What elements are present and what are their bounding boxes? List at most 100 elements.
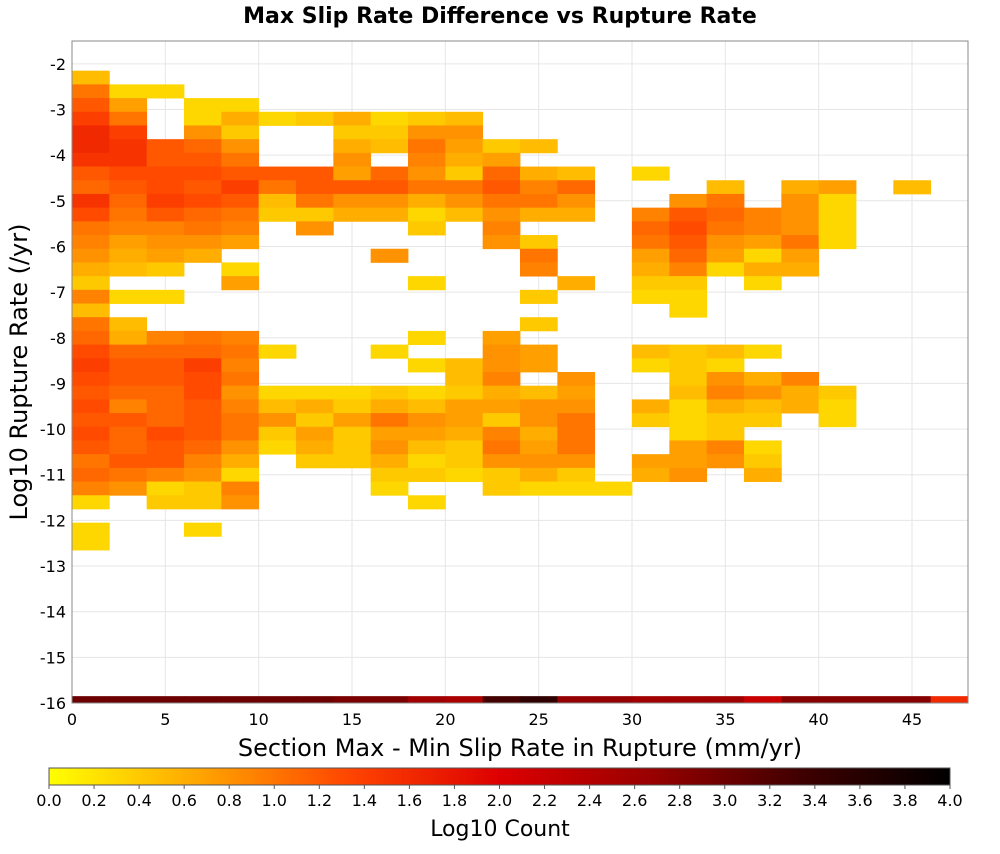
- heatmap-cell: [221, 221, 260, 236]
- colorbar-tick-label: 4.0: [937, 791, 962, 810]
- heatmap-cell: [221, 235, 260, 250]
- heatmap-cell: [632, 467, 670, 482]
- heatmap-cell: [370, 248, 409, 263]
- heatmap-cell: [146, 399, 185, 414]
- heatmap-cell: [818, 235, 857, 250]
- heatmap-cell: [146, 289, 185, 304]
- heatmap-cell: [781, 193, 820, 209]
- colorbar-tick-label: 2.2: [532, 791, 557, 810]
- colorbar-tick-label: 0.8: [216, 791, 241, 810]
- heatmap-cell: [296, 696, 334, 704]
- heatmap-cell: [557, 276, 596, 291]
- heatmap-cell: [445, 125, 484, 140]
- heatmap-cell: [146, 495, 185, 510]
- heatmap-cell: [72, 696, 110, 704]
- heatmap-cell: [669, 413, 708, 428]
- y-tick-label: -3: [50, 100, 66, 119]
- heatmap-cell: [408, 125, 446, 140]
- heatmap-cell: [333, 696, 372, 704]
- heatmap-cell: [221, 139, 260, 154]
- heatmap-cell: [557, 426, 596, 441]
- heatmap-cell: [445, 399, 484, 414]
- heatmap-cell: [258, 344, 297, 359]
- colorbar-tick-label: 2.6: [622, 791, 647, 810]
- heatmap-cell: [632, 235, 670, 250]
- heatmap-cell: [818, 180, 857, 195]
- heatmap-cell: [520, 289, 558, 304]
- heatmap-cell: [781, 372, 820, 387]
- heatmap-cell: [445, 372, 484, 387]
- heatmap-cell: [669, 467, 708, 482]
- heatmap-cell: [333, 440, 372, 455]
- heatmap-cell: [72, 289, 110, 304]
- heatmap-cell: [146, 344, 185, 359]
- heatmap-cell: [445, 467, 484, 482]
- y-tick-label: -13: [40, 557, 66, 576]
- heatmap-cell: [109, 139, 148, 154]
- heatmap-cell: [370, 207, 409, 222]
- heatmap-cell: [818, 221, 857, 236]
- y-tick-label: -9: [50, 374, 66, 393]
- colorbar-tick-label: 0.6: [171, 791, 196, 810]
- heatmap-cell: [445, 440, 484, 455]
- heatmap-cell: [557, 166, 596, 181]
- heatmap-cell: [146, 84, 185, 99]
- heatmap-cell: [146, 248, 185, 263]
- colorbar-tick-label: 3.2: [757, 791, 782, 810]
- heatmap-cell: [818, 207, 857, 222]
- y-tick-label: -16: [40, 694, 66, 713]
- heatmap-cell: [632, 454, 670, 469]
- heatmap-cell: [109, 454, 148, 469]
- heatmap-cell: [370, 344, 409, 359]
- heatmap-cell: [221, 344, 260, 359]
- heatmap-cell: [258, 426, 297, 441]
- x-tick-label: 25: [528, 710, 548, 729]
- heatmap-cell: [333, 454, 372, 469]
- heatmap-cell: [146, 413, 185, 428]
- heatmap-cell: [632, 248, 670, 263]
- heatmap-cell: [781, 248, 820, 263]
- heatmap-cell: [184, 385, 222, 400]
- heatmap-cell: [221, 385, 260, 400]
- heatmap-cell: [146, 358, 185, 373]
- heatmap-cell: [632, 207, 670, 222]
- heatmap-cell: [520, 262, 558, 277]
- heatmap-cell: [109, 696, 148, 704]
- heatmap-cell: [109, 289, 148, 304]
- heatmap-cell: [520, 344, 558, 359]
- heatmap-cell: [146, 166, 185, 181]
- heatmap-cell: [594, 696, 633, 704]
- y-tick-label: -6: [50, 237, 66, 256]
- heatmap-cell: [445, 166, 484, 181]
- colorbar-tick-label: 0.4: [126, 791, 151, 810]
- y-tick-label: -12: [40, 511, 66, 530]
- heatmap-cell: [744, 276, 782, 291]
- heatmap-cell: [296, 193, 334, 209]
- colorbar-tick-label: 0.0: [36, 791, 61, 810]
- heatmap-cell: [333, 125, 372, 140]
- heatmap-cell: [520, 358, 558, 373]
- heatmap-cell: [445, 139, 484, 154]
- heatmap-cell: [781, 235, 820, 250]
- heatmap-cell: [706, 180, 745, 195]
- heatmap-cell: [221, 440, 260, 455]
- heatmap-cell: [445, 180, 484, 195]
- heatmap-cell: [72, 303, 110, 318]
- y-tick-label: -10: [40, 420, 66, 439]
- heatmap-cell: [706, 426, 745, 441]
- heatmap-cell: [482, 330, 521, 346]
- heatmap-cell: [184, 207, 222, 222]
- heatmap-cell: [482, 454, 521, 469]
- heatmap-cell: [370, 481, 409, 496]
- heatmap-cell: [408, 413, 446, 428]
- heatmap-cell: [221, 358, 260, 373]
- x-tick-label: 0: [67, 710, 77, 729]
- heatmap-cell: [296, 440, 334, 455]
- heatmap-cell: [184, 221, 222, 236]
- heatmap-cell: [408, 276, 446, 291]
- heatmap-cell: [482, 426, 521, 441]
- heatmap-cell: [557, 454, 596, 469]
- heatmap-cell: [482, 152, 521, 167]
- heatmap-cell: [370, 166, 409, 181]
- heatmap-cell: [370, 193, 409, 209]
